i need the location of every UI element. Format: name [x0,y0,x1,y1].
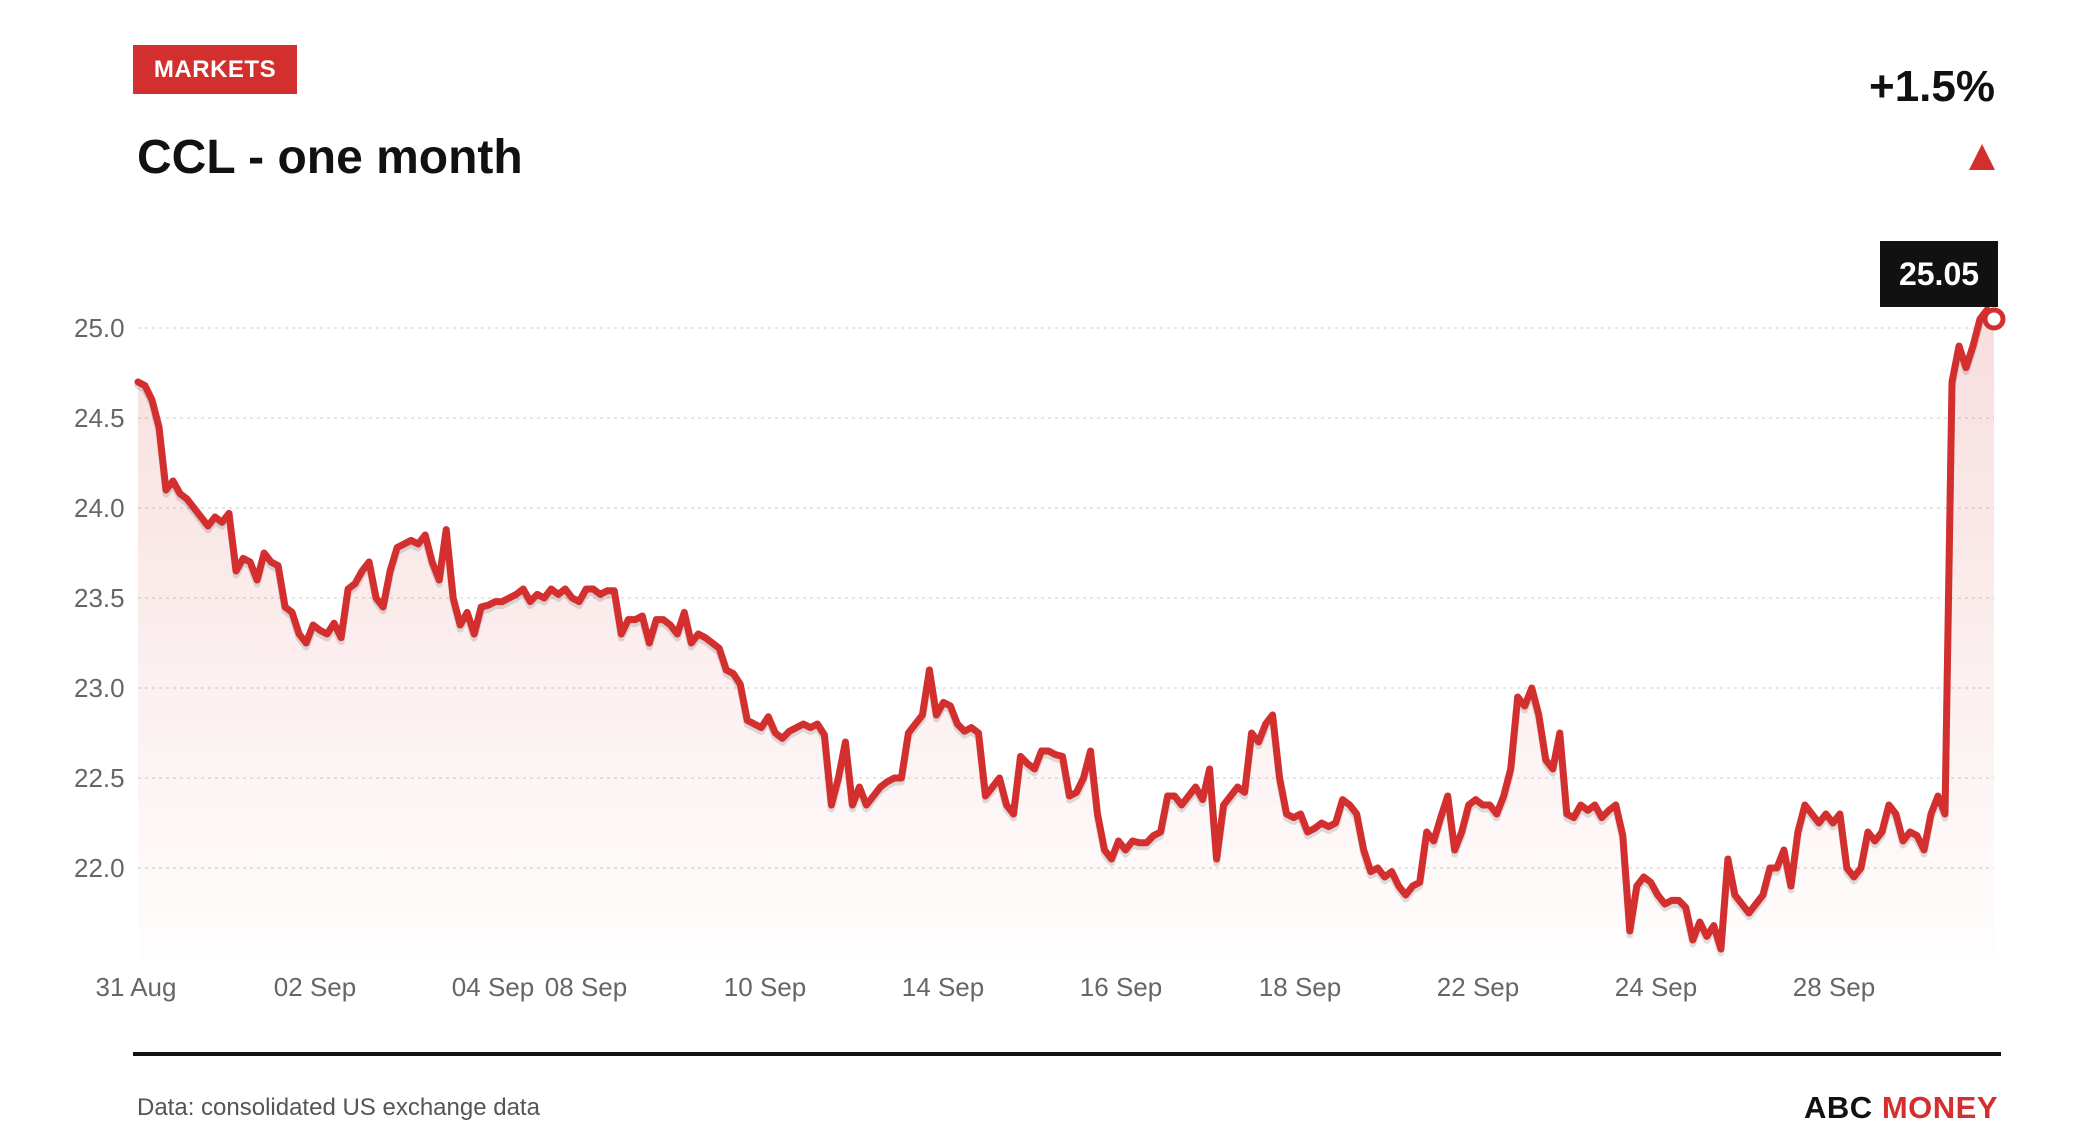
brand-abc: ABC [1804,1090,1873,1125]
x-tick-label: 31 Aug [96,972,177,1002]
brand-logo: ABC MONEY [1804,1090,1998,1126]
markets-badge: MARKETS [133,45,297,94]
last-value-tooltip: 25.05 [1880,241,1998,307]
y-tick-label: 24.0 [74,493,125,523]
x-tick-label: 14 Sep [902,972,984,1002]
bottom-divider [133,1052,2001,1056]
x-tick-label: 22 Sep [1437,972,1519,1002]
y-tick-label: 23.0 [74,673,125,703]
up-arrow-shape [1969,144,1995,170]
tooltip-box [1880,241,1998,307]
y-tick-label: 25.0 [74,313,125,343]
x-tick-label: 16 Sep [1080,972,1162,1002]
x-tick-label: 10 Sep [724,972,806,1002]
y-tick-label: 24.5 [74,403,125,433]
up-arrow-icon [1969,144,1995,170]
tooltip-value: 25.05 [1899,256,1979,292]
x-tick-label: 24 Sep [1615,972,1697,1002]
y-tick-label: 22.5 [74,763,125,793]
price-chart: 22.0 22.5 23.0 23.5 24.0 24.5 25.0 25.05 31 Aug 0… [74,241,2006,1002]
brand-money: MONEY [1881,1090,1998,1125]
x-tick-label: 04 Sep [452,972,534,1002]
last-point-marker [1982,307,2006,331]
data-source-note: Data: consolidated US exchange data [137,1094,540,1121]
y-tick-label: 22.0 [74,853,125,883]
x-tick-label: 18 Sep [1259,972,1341,1002]
price-line [134,306,1998,953]
x-tick-label: 08 Sep [545,972,627,1002]
y-tick-label: 23.5 [74,583,125,613]
chart-title: CCL - one month [137,131,523,184]
percent-change: +1.5% [1869,62,1995,111]
x-tick-label: 28 Sep [1793,972,1875,1002]
x-tick-label: 02 Sep [274,972,356,1002]
area-fill [138,310,1994,960]
